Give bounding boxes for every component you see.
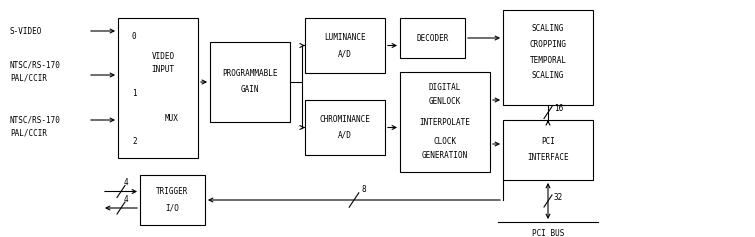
Text: INPUT: INPUT xyxy=(152,65,174,74)
Text: SCALING: SCALING xyxy=(532,23,564,32)
Text: 0: 0 xyxy=(132,32,137,41)
Bar xyxy=(503,120,593,180)
Text: 4: 4 xyxy=(124,178,128,187)
Text: TRIGGER: TRIGGER xyxy=(156,187,189,196)
Text: CLOCK: CLOCK xyxy=(433,137,457,146)
Text: INTERFACE: INTERFACE xyxy=(527,154,569,163)
Text: PROGRAMMABLE: PROGRAMMABLE xyxy=(222,69,278,78)
Text: DIGITAL: DIGITAL xyxy=(429,83,461,92)
Bar xyxy=(400,72,490,172)
Text: PAL/CCIR: PAL/CCIR xyxy=(10,128,47,137)
Text: PAL/CCIR: PAL/CCIR xyxy=(10,73,47,82)
Text: A/D: A/D xyxy=(338,49,352,58)
Text: GENERATION: GENERATION xyxy=(422,151,468,160)
Bar xyxy=(210,42,290,122)
Text: VIDEO: VIDEO xyxy=(152,51,174,60)
Text: I/O: I/O xyxy=(165,204,180,213)
Text: NTSC/RS-170: NTSC/RS-170 xyxy=(10,60,61,69)
Text: 4: 4 xyxy=(124,195,128,204)
Bar xyxy=(503,10,593,105)
Text: 8: 8 xyxy=(362,186,367,195)
Text: LUMINANCE: LUMINANCE xyxy=(324,33,366,42)
Text: CROPPING: CROPPING xyxy=(529,40,566,49)
Bar xyxy=(305,18,385,73)
Text: GENLOCK: GENLOCK xyxy=(429,97,461,106)
Bar xyxy=(118,18,198,158)
Bar xyxy=(140,175,205,225)
Text: GAIN: GAIN xyxy=(241,86,259,95)
Text: SCALING: SCALING xyxy=(532,72,564,81)
Text: 2: 2 xyxy=(132,137,137,146)
Text: DECODER: DECODER xyxy=(416,33,448,42)
Text: 1: 1 xyxy=(132,88,137,97)
Text: MUX: MUX xyxy=(165,114,179,123)
Text: S-VIDEO: S-VIDEO xyxy=(10,27,42,36)
Text: INTERPOLATE: INTERPOLATE xyxy=(420,118,470,127)
Text: CHROMINANCE: CHROMINANCE xyxy=(319,115,371,124)
Text: 32: 32 xyxy=(554,192,563,201)
Bar xyxy=(400,18,465,58)
Text: 16: 16 xyxy=(554,104,563,113)
Text: NTSC/RS-170: NTSC/RS-170 xyxy=(10,115,61,124)
Text: PCI: PCI xyxy=(541,137,555,146)
Text: TEMPORAL: TEMPORAL xyxy=(529,55,566,64)
Text: A/D: A/D xyxy=(338,131,352,140)
Bar xyxy=(305,100,385,155)
Text: PCI BUS: PCI BUS xyxy=(532,229,564,237)
